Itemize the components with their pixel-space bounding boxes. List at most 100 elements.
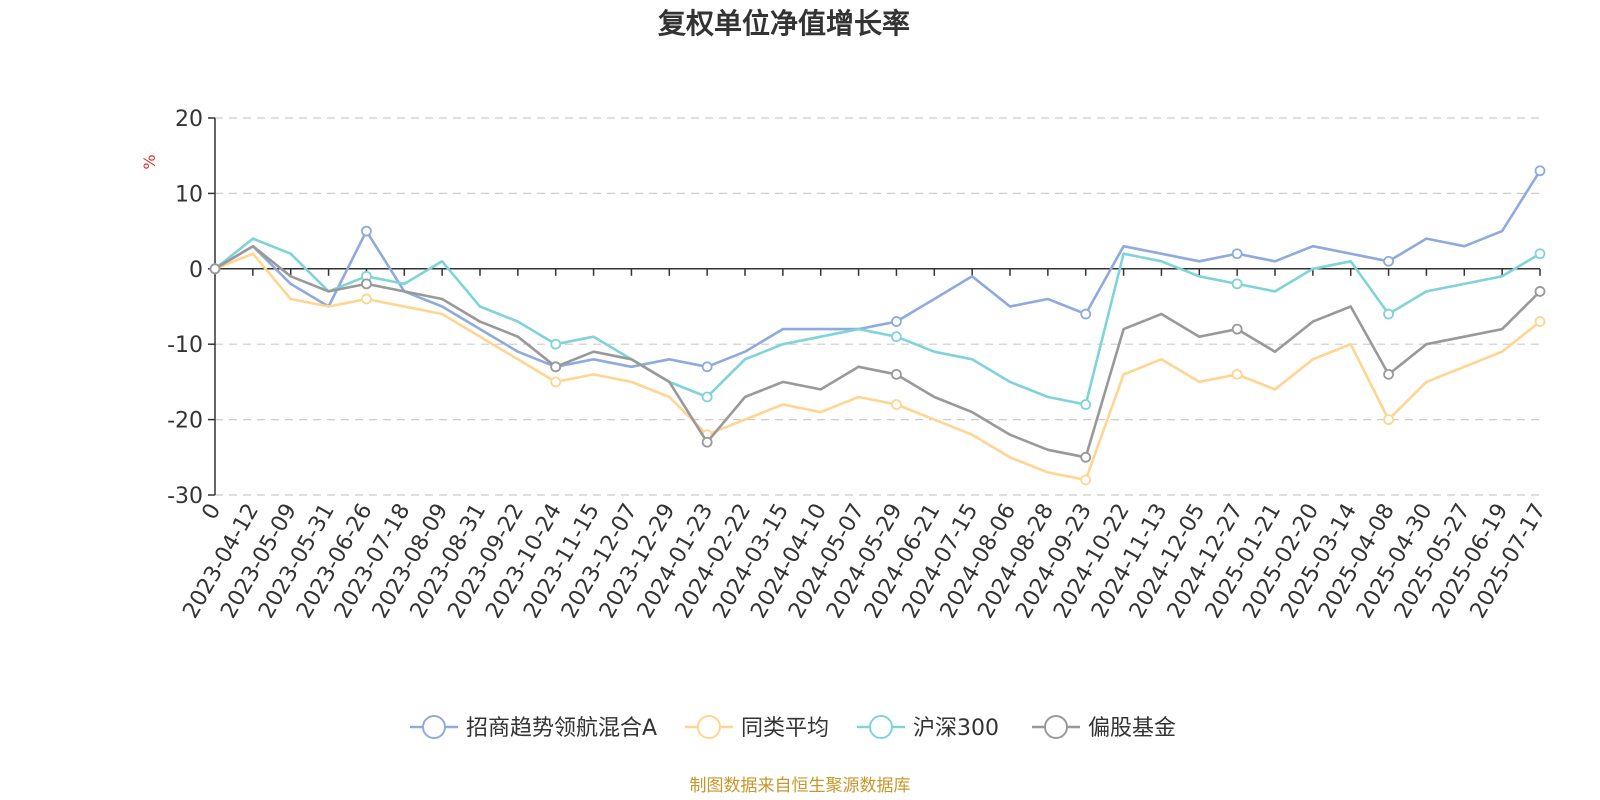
- data-point: [1534, 248, 1546, 260]
- data-point: [1311, 267, 1315, 271]
- data-point: [1311, 357, 1315, 361]
- data-point: [667, 395, 671, 399]
- data-point: [478, 327, 482, 331]
- data-point: [1046, 448, 1050, 452]
- y-tick-label: -10: [167, 333, 203, 358]
- data-point: [592, 357, 596, 361]
- data-point: [478, 335, 482, 339]
- data-point: [1197, 259, 1201, 263]
- data-point: [1462, 335, 1466, 339]
- y-tick-label: 10: [175, 182, 203, 207]
- data-point: [1424, 380, 1428, 384]
- data-point: [440, 259, 444, 263]
- legend-item-0[interactable]: 招商趋势领航混合A: [410, 715, 657, 741]
- data-point: [1273, 350, 1277, 354]
- data-point: [289, 252, 293, 256]
- data-point: [1500, 274, 1504, 278]
- data-point: [1383, 308, 1394, 320]
- data-point: [440, 305, 444, 309]
- data-point: [1500, 327, 1504, 331]
- data-point: [857, 395, 861, 399]
- data-point: [781, 403, 785, 407]
- data-point: [932, 395, 936, 399]
- data-point: [1008, 380, 1012, 384]
- data-point: [743, 357, 747, 361]
- legend-label: 偏股基金: [1088, 716, 1176, 741]
- data-point: [667, 357, 671, 361]
- data-point: [592, 350, 596, 354]
- data-point: [743, 418, 747, 422]
- data-point: [932, 297, 936, 301]
- data-point: [970, 433, 974, 437]
- data-point: [701, 391, 713, 403]
- y-tick-label: 0: [189, 258, 203, 283]
- series-line-2: [214, 237, 1541, 406]
- source-note: 制图数据来自恒生聚源数据库: [690, 776, 911, 796]
- data-point: [701, 436, 713, 448]
- data-point: [819, 387, 823, 391]
- data-point: [1500, 229, 1504, 233]
- data-point: [1046, 297, 1050, 301]
- data-point: [516, 320, 520, 324]
- data-point: [516, 335, 520, 339]
- data-point: [402, 282, 406, 286]
- data-point: [402, 305, 406, 309]
- data-point: [251, 252, 255, 256]
- legend-marker-icon: [697, 715, 721, 739]
- data-point: [361, 293, 372, 305]
- data-point: [209, 263, 221, 275]
- legend-label: 沪深300: [913, 716, 999, 741]
- data-point: [478, 305, 482, 309]
- legend-item-2[interactable]: 沪深300: [857, 715, 999, 741]
- series-line-0: [214, 170, 1542, 369]
- data-point: [1122, 252, 1126, 256]
- data-point: [1080, 451, 1092, 463]
- data-point: [592, 335, 596, 339]
- data-point: [1046, 470, 1050, 474]
- data-point: [1273, 259, 1277, 263]
- legend-label: 同类平均: [741, 716, 829, 741]
- axes: 20100-10-20-3002023-04-122023-05-092023-…: [167, 107, 1551, 623]
- data-point: [743, 350, 747, 354]
- data-point: [1462, 244, 1466, 248]
- data-point: [970, 410, 974, 414]
- data-point: [1122, 372, 1126, 376]
- grid: [215, 117, 1540, 496]
- data-point: [1080, 399, 1092, 410]
- legend-item-1[interactable]: 同类平均: [685, 715, 829, 741]
- data-point: [701, 361, 713, 373]
- data-point: [550, 338, 562, 350]
- data-point: [289, 282, 293, 286]
- y-tick-label: -20: [167, 409, 203, 434]
- data-point: [932, 418, 936, 422]
- data-point: [1122, 327, 1126, 331]
- y-tick-label: 20: [175, 107, 203, 132]
- data-point: [592, 372, 596, 376]
- data-point: [1311, 244, 1315, 248]
- y-axis-unit: %: [140, 154, 159, 169]
- legend-marker-icon: [1044, 715, 1068, 739]
- data-point: [550, 376, 562, 388]
- data-point: [289, 297, 293, 301]
- data-point: [361, 225, 372, 237]
- legend-marker-icon: [869, 715, 893, 739]
- data-point: [1231, 278, 1243, 290]
- data-point: [891, 399, 902, 410]
- data-point: [1534, 286, 1546, 297]
- data-point: [251, 237, 255, 241]
- data-point: [1159, 312, 1163, 316]
- x-tick-label: 0: [198, 500, 227, 525]
- legend-label: 招商趋势领航混合A: [466, 716, 657, 741]
- series-lines: [209, 165, 1546, 486]
- data-point: [1462, 365, 1466, 369]
- data-point: [1349, 252, 1353, 256]
- legend[interactable]: 招商趋势领航混合A 同类平均 沪深300 偏股基金: [410, 715, 1176, 741]
- data-point: [1349, 305, 1353, 309]
- series-line-3: [214, 244, 1541, 459]
- data-point: [478, 320, 482, 324]
- data-point: [1080, 308, 1092, 320]
- data-point: [1534, 165, 1546, 177]
- data-point: [970, 357, 974, 361]
- legend-item-3[interactable]: 偏股基金: [1032, 715, 1176, 741]
